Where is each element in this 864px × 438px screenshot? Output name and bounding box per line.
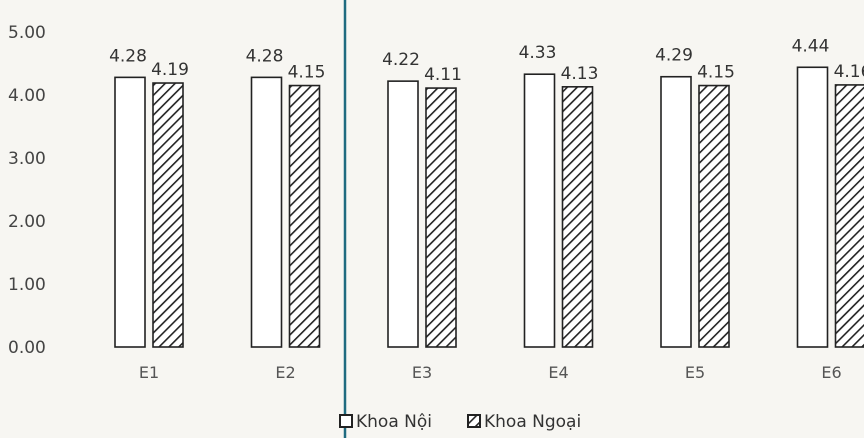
data-label: 4.33 (519, 43, 557, 63)
x-tick-label: E4 (548, 363, 568, 382)
data-label: 4.13 (561, 64, 599, 84)
bar-khoa-noi-e6 (796, 66, 829, 348)
x-axis-labels: E1 E2 E3 E4 E5 E6 (139, 363, 842, 382)
x-tick-label: E3 (412, 363, 432, 382)
data-label: 4.44 (792, 36, 830, 56)
data-labels: 4.284.194.284.154.224.114.334.134.294.15… (109, 36, 864, 85)
data-label: 4.19 (151, 60, 189, 80)
data-label: 4.15 (288, 63, 326, 83)
y-tick-label: 4.00 (8, 86, 46, 106)
y-tick-label: 1.00 (8, 275, 46, 295)
data-label: 4.29 (655, 46, 693, 66)
bar-khoa-ngoai-e4 (561, 86, 594, 348)
y-tick-label: 0.00 (8, 338, 46, 358)
bar-khoa-noi-e4 (523, 73, 556, 348)
bar-khoa-ngoai-e5 (698, 84, 730, 348)
bar-khoa-ngoai-e6 (834, 84, 864, 348)
y-tick-label: 5.00 (8, 23, 46, 43)
y-tick-label: 2.00 (8, 212, 46, 232)
bar-khoa-ngoai-e2 (288, 84, 321, 348)
y-axis-ticks: 0.00 1.00 2.00 3.00 4.00 5.00 (8, 23, 46, 358)
bar-khoa-ngoai-e3 (425, 87, 457, 348)
data-label: 4.16 (834, 62, 864, 82)
legend-swatch-khoa-noi (339, 414, 353, 428)
data-label: 4.28 (109, 46, 147, 66)
data-label: 4.22 (382, 50, 420, 70)
bar-khoa-noi-e5 (660, 75, 692, 348)
legend: Khoa Nội Khoa Ngoại (339, 412, 581, 432)
data-label: 4.11 (424, 65, 462, 85)
y-tick-label: 3.00 (8, 149, 46, 169)
bar-khoa-noi-e3 (387, 80, 419, 348)
bar-khoa-noi-e2 (250, 76, 283, 348)
x-tick-label: E6 (821, 363, 841, 382)
bars (114, 66, 864, 348)
legend-label-khoa-ngoai: Khoa Ngoại (484, 412, 581, 432)
legend-label-khoa-noi: Khoa Nội (356, 412, 432, 432)
data-label: 4.28 (246, 46, 284, 66)
bar-khoa-noi-e1 (114, 76, 146, 348)
bar-khoa-ngoai-e1 (152, 82, 184, 348)
x-tick-label: E5 (685, 363, 705, 382)
data-label: 4.15 (697, 63, 735, 83)
x-tick-label: E2 (275, 363, 295, 382)
x-tick-label: E1 (139, 363, 159, 382)
legend-swatch-khoa-ngoai (467, 414, 481, 428)
